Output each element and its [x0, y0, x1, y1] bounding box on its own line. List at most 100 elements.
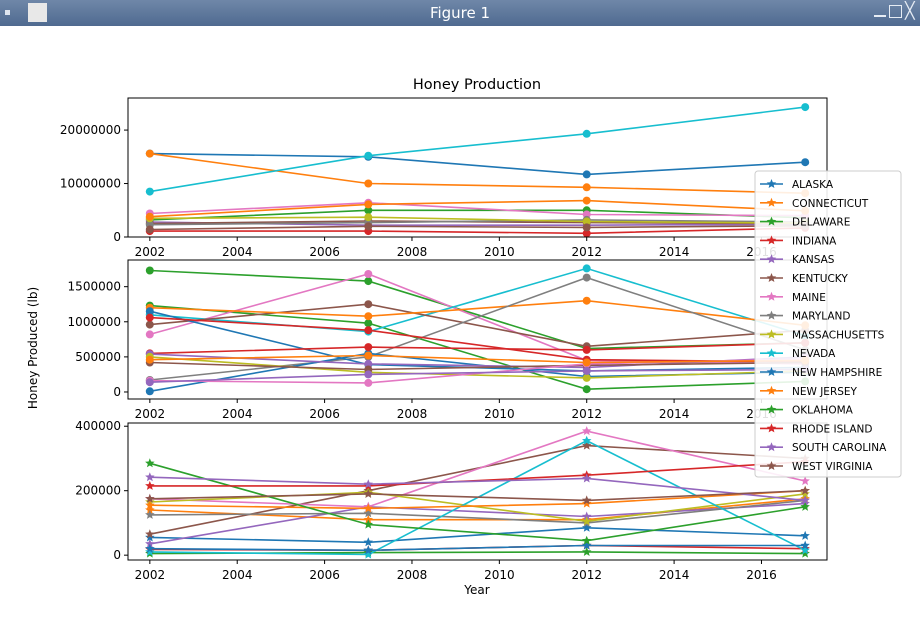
data-point-3-12-2: [363, 503, 373, 513]
legend-item: ALASKA: [760, 179, 834, 191]
data-point-3-16-3: [582, 495, 592, 505]
series-line-3-14: [149, 460, 806, 487]
data-point-1-10-1: [145, 187, 154, 196]
figure-canvas: Honey Production Year Honey Produced (lb…: [0, 26, 920, 618]
x-tick-label-3-4: 2008: [397, 568, 428, 582]
data-point-3-6-1: [145, 529, 155, 539]
legend-marker: [766, 442, 777, 452]
series-line-1-3: [149, 209, 806, 221]
data-point-3-13-3: [582, 535, 592, 545]
data-point-2-3-1: [145, 330, 154, 339]
data-point-3-10-2: [363, 549, 373, 559]
series-line-1-12: [149, 225, 806, 231]
data-point-3-1-3: [582, 522, 592, 532]
series-line-3-12: [149, 489, 806, 510]
legend-marker: [766, 273, 777, 282]
data-point-3-2-1: [145, 505, 155, 515]
data-point-1-1-4: [801, 158, 810, 167]
data-point-3-9-4: [800, 488, 810, 498]
legend-label: NEVADA: [792, 348, 836, 360]
legend-marker: [766, 404, 777, 414]
data-point-3-3-4: [800, 548, 810, 558]
series-line-3-15: [149, 476, 806, 502]
series-line-2-14: [149, 361, 806, 371]
matplotlib-icon: [28, 3, 47, 22]
data-point-3-15-3: [582, 473, 592, 483]
minimize-icon[interactable]: [874, 15, 886, 17]
legend-label: WEST VIRGINIA: [792, 461, 873, 473]
data-point-2-3-2: [364, 270, 373, 278]
honey-production-figure: Honey Production Year Honey Produced (lb…: [26, 77, 902, 597]
legend-box: [754, 170, 902, 478]
y-axis-label: Honey Produced (lb): [26, 287, 40, 409]
data-point-2-16-1: [145, 355, 154, 364]
series-line-1-8: [149, 219, 806, 226]
data-point-1-10-2: [364, 151, 373, 160]
x-tick-label-2-7: 2014: [659, 407, 690, 421]
data-point-3-13-4: [800, 501, 810, 511]
x-tick-label-3-6: 2012: [571, 568, 602, 582]
series-line-2-11: [149, 342, 806, 355]
data-point-3-9-3: [582, 516, 592, 526]
data-point-3-8-1: [145, 509, 155, 519]
legend-item: KENTUCKY: [760, 273, 848, 285]
data-point-1-2-3: [582, 183, 591, 192]
data-point-3-1-1: [145, 532, 155, 542]
data-point-2-17-3: [582, 366, 591, 375]
legend-label: MARYLAND: [792, 311, 851, 323]
legend-marker: [766, 423, 777, 433]
close-icon[interactable]: ╳: [905, 1, 915, 20]
legend-marker: [766, 179, 777, 188]
y-tick-label-3-1: 0: [113, 548, 121, 562]
legend-item: NEW HAMPSHIRE: [760, 367, 882, 379]
series-line-1-11: [149, 199, 806, 218]
data-point-1-4-3: [582, 229, 591, 238]
data-point-2-6-3: [582, 296, 591, 305]
data-point-2-16-2: [364, 351, 373, 360]
x-tick-label-2-2: 2004: [222, 407, 253, 421]
x-tick-label-2-5: 2010: [484, 407, 515, 421]
x-tick-label-1-6: 2012: [571, 245, 602, 259]
legend-marker: [766, 367, 777, 376]
legend-item: INDIANA: [760, 235, 837, 247]
data-point-3-11-3: [582, 540, 592, 550]
x-tick-label-1-7: 2014: [659, 245, 690, 259]
legend-item: NEW JERSEY: [760, 385, 858, 398]
data-point-3-15-1: [145, 472, 155, 482]
data-point-2-5-2: [364, 300, 373, 309]
data-point-3-15-2: [363, 479, 373, 489]
data-point-3-11-2: [363, 545, 373, 555]
legend-label: OKLAHOMA: [792, 405, 854, 417]
x-tick-label-3-1: 2002: [135, 568, 166, 582]
window-menu-icon[interactable]: [5, 10, 10, 15]
legend-marker: [766, 348, 777, 358]
x-tick-label-2-3: 2006: [309, 407, 340, 421]
series-line-3-13: [149, 462, 806, 542]
data-point-1-10-3: [582, 129, 591, 138]
legend-item: KANSAS: [760, 254, 835, 266]
window-titlebar: Figure 1 ╳: [0, 0, 920, 26]
x-tick-label-1-4: 2008: [397, 245, 428, 259]
legend-label: NEW HAMPSHIRE: [792, 367, 882, 379]
data-point-3-16-4: [800, 485, 810, 495]
y-tick-label-3-3: 400000: [75, 419, 121, 433]
y-tick-label-1-1: 0: [113, 230, 121, 244]
x-tick-label-2-6: 2012: [571, 407, 602, 421]
series-line-3-1: [149, 526, 806, 544]
x-tick-label-2-4: 2008: [397, 407, 428, 421]
y-tick-label-1-3: 20000000: [60, 123, 121, 137]
data-point-1-11-1: [145, 212, 154, 221]
legend-item: CONNECTICUT: [760, 197, 869, 210]
data-point-2-2-2: [364, 319, 373, 328]
series-line-3-16: [149, 489, 806, 502]
legend-item: MASSACHUSETTS: [760, 329, 885, 341]
data-point-3-5-3: [582, 511, 592, 521]
data-point-2-4-3: [582, 264, 591, 273]
data-point-3-16-1: [145, 493, 155, 503]
data-point-3-12-1: [145, 500, 155, 510]
legend-label: MASSACHUSETTS: [792, 329, 885, 341]
data-point-3-16-2: [363, 488, 373, 498]
data-point-2-5-1: [145, 320, 154, 329]
maximize-icon[interactable]: [889, 5, 902, 18]
x-tick-label-1-2: 2004: [222, 245, 253, 259]
